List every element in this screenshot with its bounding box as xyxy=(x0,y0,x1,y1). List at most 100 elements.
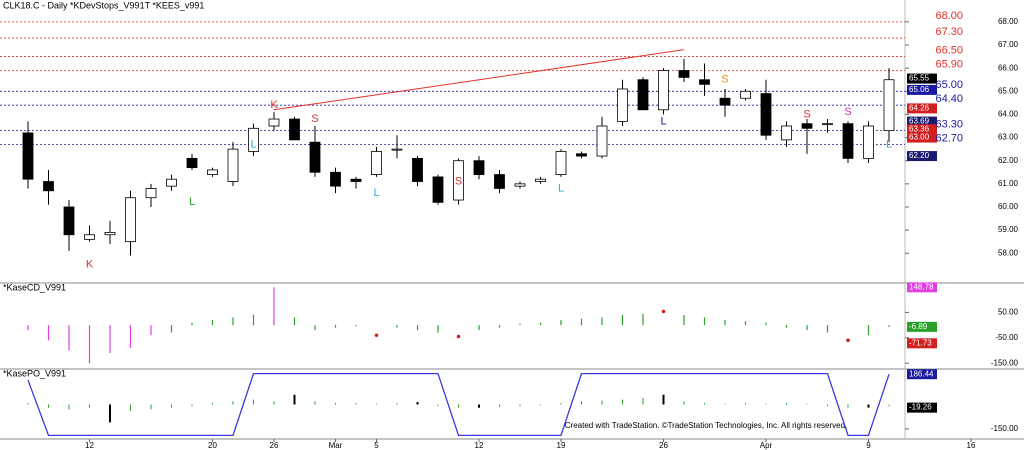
candle-body xyxy=(494,174,505,189)
candle-body xyxy=(412,157,423,182)
x-tick-label: 26 xyxy=(659,441,668,450)
y-tick-label: 67.00 xyxy=(998,40,1019,49)
value-box xyxy=(907,338,937,349)
level-label: 66.50 xyxy=(935,44,963,56)
signal: L xyxy=(886,138,892,150)
level-label: 63.30 xyxy=(935,119,963,131)
x-tick-label: 12 xyxy=(475,441,484,450)
y-tick-label: 68.00 xyxy=(998,17,1019,26)
candle-body xyxy=(289,118,300,141)
candle-body xyxy=(371,151,382,175)
value-box xyxy=(907,321,937,332)
candle-body xyxy=(781,125,792,141)
signal: L xyxy=(558,182,564,194)
level-label: 65.90 xyxy=(935,58,963,70)
x-tick-label: 19 xyxy=(557,441,566,450)
value-box xyxy=(907,73,937,84)
candle-body xyxy=(637,79,649,111)
candle-body xyxy=(391,148,403,151)
candle-body xyxy=(678,70,690,78)
signal: S xyxy=(721,74,728,86)
candle-body xyxy=(617,88,628,122)
signal: S xyxy=(844,106,851,118)
x-tick-label: 20 xyxy=(208,441,217,450)
histogram-dot xyxy=(374,333,379,338)
indicator-line xyxy=(27,372,890,437)
candle-body xyxy=(842,123,854,159)
signal: S xyxy=(455,175,462,187)
candle-body xyxy=(576,153,587,157)
candle-body xyxy=(43,181,54,192)
x-tick-label: Mar xyxy=(329,441,343,450)
value-box-label: -19.26 xyxy=(909,403,932,412)
candle-body xyxy=(719,97,731,106)
level-label: 67.30 xyxy=(935,26,963,38)
y-tick-label: 60.00 xyxy=(998,202,1019,211)
candle-body xyxy=(453,160,464,201)
value-box-label: -6.89 xyxy=(909,322,928,331)
value-box xyxy=(907,132,937,143)
value-box-label: 65.06 xyxy=(909,85,930,94)
level-label: 64.40 xyxy=(935,93,963,105)
footer: Created with TradeStation. ©TradeStation… xyxy=(565,421,848,430)
trend-line xyxy=(273,49,685,111)
histogram-dot xyxy=(661,309,666,314)
candle-body xyxy=(166,178,177,187)
x-tick-label: 16 xyxy=(967,441,976,450)
signal: S xyxy=(803,108,810,120)
signal: L xyxy=(373,187,379,199)
candle-body xyxy=(330,171,341,187)
candle-body xyxy=(309,141,321,173)
signal: L xyxy=(250,138,256,150)
value-box-label: 63.00 xyxy=(909,133,930,142)
histogram-dot xyxy=(456,334,461,339)
candle-body xyxy=(473,160,485,175)
value-box xyxy=(907,103,937,114)
candle-body xyxy=(22,132,34,180)
candle-body xyxy=(760,93,772,136)
candle-body xyxy=(145,188,157,199)
value-box xyxy=(907,151,937,162)
value-box xyxy=(907,124,937,135)
value-box-label: 63.69 xyxy=(909,117,930,126)
value-box xyxy=(907,402,937,413)
panel-title: *KaseCD_V991 xyxy=(3,282,66,292)
candle-body xyxy=(658,70,669,111)
candle-body xyxy=(350,178,362,182)
y-tick-label: -150.00 xyxy=(991,424,1019,433)
candle-body xyxy=(822,123,833,126)
x-tick-label: 26 xyxy=(270,441,279,450)
signal: K xyxy=(86,259,94,271)
candle-body xyxy=(883,79,895,132)
y-tick-label: 66.00 xyxy=(998,63,1019,72)
candle-body xyxy=(535,178,546,182)
value-box-label: 64.26 xyxy=(909,104,930,113)
panel-title: *KasePO_V991 xyxy=(3,368,66,378)
signal: L xyxy=(660,115,666,127)
candle-body xyxy=(596,125,608,157)
y-tick-label: 58.00 xyxy=(998,248,1019,257)
x-tick-label: 5 xyxy=(374,441,379,450)
candle-body xyxy=(863,125,874,159)
value-box-label: -71.73 xyxy=(909,338,932,347)
signal: K xyxy=(270,99,278,111)
value-box xyxy=(907,116,937,127)
value-box-label: 65.55 xyxy=(909,74,930,83)
y-tick-label: -150.00 xyxy=(991,358,1019,367)
histogram-dot xyxy=(846,338,850,343)
y-tick-label: 50.00 xyxy=(998,308,1019,317)
candle-body xyxy=(248,127,259,152)
level-label: 68.00 xyxy=(935,10,963,22)
value-box-label: 63.36 xyxy=(909,124,930,133)
x-tick-label: 9 xyxy=(866,441,871,450)
candle-body xyxy=(63,206,75,236)
candle-body xyxy=(84,234,95,240)
y-tick-label: -50.00 xyxy=(995,333,1018,342)
level-label: 65.00 xyxy=(935,79,963,91)
x-tick-label: 12 xyxy=(85,441,94,450)
chart-title: CLK18.C - Daily *KDevStops_V991T *KEES_v… xyxy=(3,0,204,10)
y-tick-label: 62.00 xyxy=(998,156,1019,165)
candle-body xyxy=(268,118,280,127)
